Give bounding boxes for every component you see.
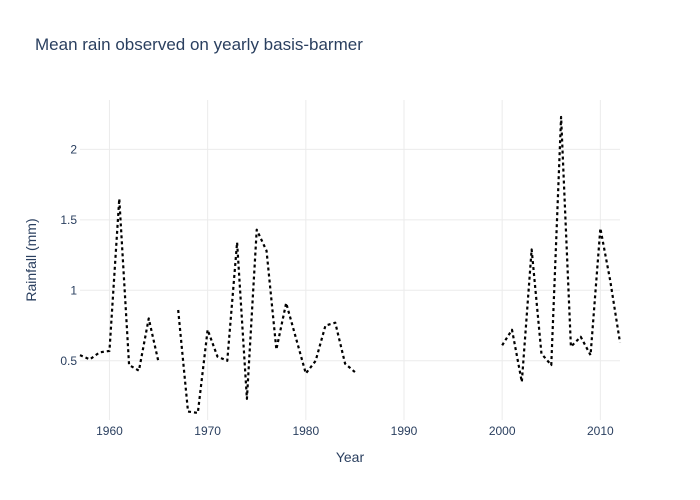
x-tick-label: 1960 — [96, 424, 123, 438]
y-gridlines — [80, 148, 620, 362]
x-tick-labels: 1960 1970 1980 1990 2000 2010 — [96, 424, 614, 438]
rainfall-series-line — [79, 197, 160, 372]
rainfall-series-line — [177, 228, 356, 415]
y-tick-label: 1.5 — [60, 213, 77, 227]
x-tick-label: 1990 — [391, 424, 418, 438]
x-tick-label: 1980 — [292, 424, 319, 438]
x-tick-label: 2000 — [489, 424, 516, 438]
series-layer — [79, 115, 622, 415]
y-tick-label: 1 — [70, 283, 77, 297]
x-axis-title: Year — [336, 449, 365, 465]
x-tick-label: 1970 — [194, 424, 221, 438]
rainfall-series-line — [501, 115, 622, 384]
x-tick-label: 2010 — [587, 424, 614, 438]
y-tick-labels: 0.5 1 1.5 2 — [60, 142, 77, 367]
y-axis-title: Rainfall (mm) — [23, 218, 39, 301]
chart-title: Mean rain observed on yearly basis-barme… — [35, 35, 363, 54]
y-tick-label: 2 — [70, 142, 77, 156]
x-gridlines — [108, 100, 601, 420]
y-tick-label: 0.5 — [60, 354, 77, 368]
